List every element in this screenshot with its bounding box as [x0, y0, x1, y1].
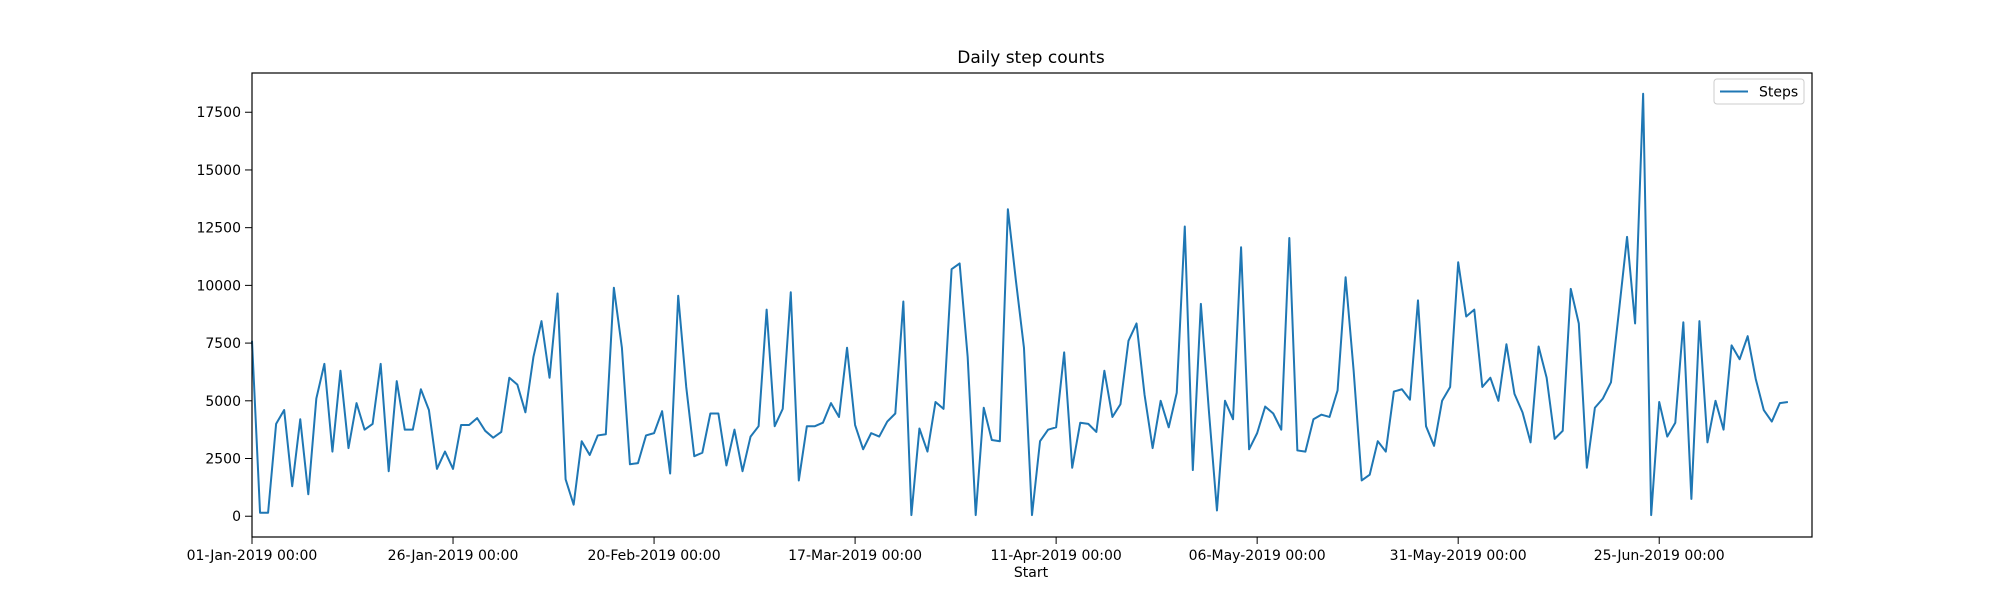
x-tick-label: 17-Mar-2019 00:00 — [788, 548, 922, 564]
y-tick-label: 0 — [232, 509, 241, 525]
y-tick-label: 2500 — [205, 452, 241, 468]
y-axis: 0 2500 5000 7500 10000 12500 15000 17500 — [196, 105, 252, 525]
plot-area — [251, 72, 1813, 538]
y-tick-label: 7500 — [205, 336, 241, 352]
y-tick-label: 17500 — [196, 105, 241, 121]
x-axis-title: Start — [1014, 565, 1049, 581]
chart-title: Daily step counts — [957, 48, 1105, 68]
x-tick-label: 06-May-2019 00:00 — [1189, 548, 1326, 564]
x-tick-label: 01-Jan-2019 00:00 — [187, 548, 318, 564]
x-tick-label: 11-Apr-2019 00:00 — [990, 548, 1121, 564]
legend: Steps — [1713, 78, 1805, 105]
y-tick-label: 12500 — [196, 221, 241, 237]
x-tick-label: 31-May-2019 00:00 — [1390, 548, 1527, 564]
y-tick-label: 10000 — [196, 278, 241, 294]
plot-frame — [251, 72, 1813, 538]
y-tick-label: 15000 — [196, 163, 241, 179]
steps-series-line — [251, 92, 1789, 517]
y-tick-label: 5000 — [205, 394, 241, 410]
x-tick-label: 20-Feb-2019 00:00 — [587, 548, 720, 564]
x-tick-label: 26-Jan-2019 00:00 — [388, 548, 519, 564]
legend-box — [1713, 78, 1805, 105]
legend-label-steps: Steps — [1759, 85, 1798, 101]
x-axis: 01-Jan-2019 00:00 26-Jan-2019 00:00 20-Feb… — [187, 537, 1725, 564]
x-tick-label: 25-Jun-2019 00:00 — [1594, 548, 1725, 564]
